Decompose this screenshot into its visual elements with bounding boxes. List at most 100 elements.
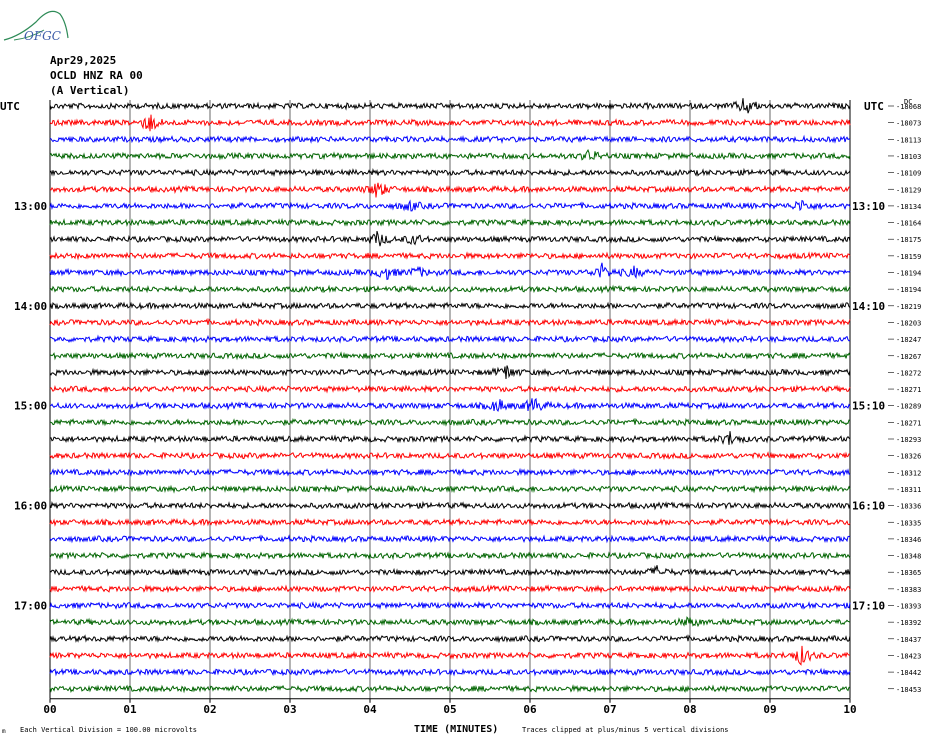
x-tick-label-10: 10: [843, 703, 856, 716]
trace-mean-label-5: -18129: [896, 186, 921, 194]
trace-mean-label-34: -18442: [896, 669, 921, 677]
trace-row-22: [49, 467, 851, 477]
trace-row-31: [49, 616, 851, 628]
trace-row-32: [49, 634, 851, 644]
x-tick-label-1: 01: [123, 703, 137, 716]
trace-row-30: [49, 600, 851, 610]
trace-row-17: [49, 384, 851, 394]
trace-row-6: [49, 199, 851, 212]
trace-mean-label-29: -18383: [896, 586, 921, 594]
trace-mean-label-6: -18134: [896, 203, 921, 211]
right-hour-label-2: 15:10: [852, 400, 885, 413]
x-axis-title: TIME (MINUTES): [414, 724, 498, 735]
trace-mean-label-18: -18289: [896, 403, 921, 411]
x-tick-label-7: 07: [603, 703, 616, 716]
trace-row-9: [49, 251, 851, 261]
logo-text: OFGC: [24, 29, 61, 43]
footer-left-note: Each Vertical Division = 100.00 microvol…: [20, 726, 197, 734]
x-tick-label-3: 03: [283, 703, 296, 716]
footer-corner-mark: m: [2, 728, 6, 735]
trace-row-13: [49, 317, 851, 327]
trace-row-7: [49, 217, 851, 228]
trace-row-8: [49, 230, 851, 247]
trace-row-2: [49, 134, 851, 145]
trace-row-20: [49, 431, 851, 445]
seismic-traces: [49, 98, 851, 694]
right-utc-label: UTC: [864, 100, 884, 113]
trace-mean-label-2: -18113: [896, 136, 921, 144]
trace-mean-label-7: -18164: [896, 220, 921, 228]
trace-mean-label-15: -18267: [896, 353, 921, 361]
trace-mean-label-33: -18423: [896, 652, 921, 660]
trace-row-35: [49, 684, 851, 694]
trace-mean-label-31: -18392: [896, 619, 921, 627]
trace-row-14: [49, 334, 851, 344]
trace-mean-label-20: -18293: [896, 436, 921, 444]
dc-tag: DC: [904, 98, 912, 106]
x-tick-label-8: 08: [683, 703, 696, 716]
x-tick-label-6: 06: [523, 703, 537, 716]
left-hour-label-0: 13:00: [14, 200, 47, 213]
trace-mean-label-12: -18219: [896, 303, 921, 311]
trace-mean-label-28: -18365: [896, 569, 921, 577]
trace-row-29: [49, 584, 851, 594]
trace-row-21: [49, 451, 851, 461]
trace-row-3: [49, 148, 851, 161]
ofgc-logo: OFGC: [3, 10, 69, 43]
trace-mean-label-4: -18109: [896, 170, 921, 178]
right-hour-label-0: 13:10: [852, 200, 885, 213]
trace-mean-label-9: -18159: [896, 253, 921, 261]
x-tick-label-4: 04: [363, 703, 377, 716]
trace-row-5: [49, 182, 851, 198]
trace-row-12: [49, 301, 851, 311]
trace-row-23: [49, 484, 851, 494]
left-hour-label-1: 14:00: [14, 300, 47, 313]
left-hour-label-2: 15:00: [14, 400, 47, 413]
footer-right-note: Traces clipped at plus/minus 5 vertical …: [522, 726, 729, 734]
axis-labels: 00 01 02 03 04 05 06 07 08 09 10 -18068 -18073 -18113…: [14, 103, 921, 716]
minute-gridlines: [49, 100, 851, 700]
trace-mean-label-24: -18336: [896, 503, 921, 511]
trace-row-1: [49, 114, 851, 132]
trace-mean-label-23: -18311: [896, 486, 921, 494]
right-hour-label-4: 17:10: [852, 600, 885, 613]
left-utc-label: UTC: [0, 100, 20, 113]
trace-row-11: [49, 284, 851, 294]
trace-row-15: [49, 351, 851, 361]
trace-row-27: [49, 551, 851, 561]
trace-mean-label-16: -18272: [896, 369, 921, 377]
trace-mean-label-32: -18437: [896, 636, 921, 644]
x-tick-label-5: 05: [443, 703, 456, 716]
x-tick-label-2: 02: [203, 703, 216, 716]
right-hour-label-3: 16:10: [852, 500, 885, 513]
left-hour-label-3: 16:00: [14, 500, 47, 513]
trace-mean-label-13: -18203: [896, 319, 921, 327]
left-hour-label-4: 17:00: [14, 600, 47, 613]
trace-mean-label-10: -18194: [896, 270, 921, 278]
trace-mean-label-19: -18271: [896, 419, 921, 427]
x-tick-label-0: 00: [43, 703, 56, 716]
trace-row-16: [49, 365, 851, 380]
trace-mean-label-0: -18068: [896, 103, 921, 111]
trace-mean-label-27: -18348: [896, 553, 921, 561]
trace-mean-label-35: -18453: [896, 686, 921, 694]
trace-mean-label-17: -18271: [896, 386, 921, 394]
trace-row-18: [49, 397, 851, 412]
right-hour-label-1: 14:10: [852, 300, 885, 313]
trace-row-24: [49, 500, 851, 511]
trace-mean-label-26: -18346: [896, 536, 921, 544]
trace-mean-label-25: -18335: [896, 519, 921, 527]
trace-row-19: [49, 417, 851, 427]
trace-mean-label-8: -18175: [896, 236, 921, 244]
trace-row-34: [49, 667, 851, 677]
trace-mean-label-3: -18103: [896, 153, 921, 161]
trace-mean-label-11: -18194: [896, 286, 921, 294]
trace-row-4: [49, 167, 851, 178]
trace-mean-label-30: -18393: [896, 603, 921, 611]
trace-row-26: [49, 534, 851, 544]
trace-mean-label-14: -18247: [896, 336, 921, 344]
header-date: Apr29,2025: [50, 54, 117, 67]
trace-row-28: [49, 565, 851, 577]
trace-mean-label-22: -18312: [896, 469, 921, 477]
